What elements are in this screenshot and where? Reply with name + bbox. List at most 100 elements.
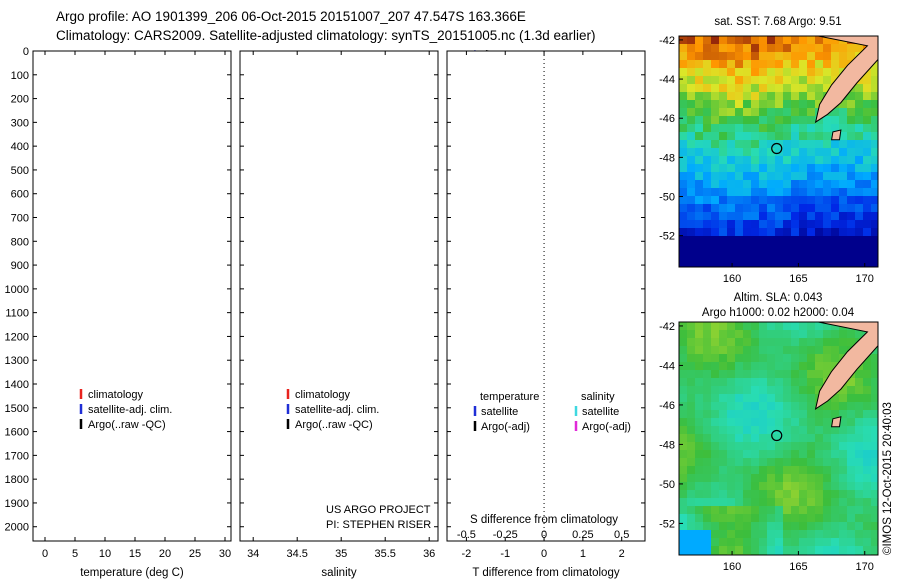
salinity-xtick-label: 35.5 <box>374 548 395 560</box>
sst-map-cell <box>719 164 728 173</box>
sla-map-cell <box>767 442 776 451</box>
sst-map-cell <box>791 156 800 165</box>
sst-map-cell <box>767 244 776 253</box>
sst-map-cell <box>839 188 848 197</box>
sla-map-cell <box>839 546 848 555</box>
sla-map-cell <box>767 482 776 491</box>
figure-title-line-1: Argo profile: AO 1901399_206 06-Oct-2015… <box>56 9 526 24</box>
sst-map-cell <box>815 244 824 253</box>
sla-map-cell <box>711 386 720 395</box>
sst-map-cell <box>807 60 816 69</box>
sst-map-cell <box>791 252 800 261</box>
sst-map-cell <box>687 76 696 85</box>
sla-map-cell <box>703 450 712 459</box>
sla-map-cell <box>775 378 784 387</box>
sst-map-cell <box>807 196 816 205</box>
sst-map-cell <box>855 212 864 221</box>
sla-map-cell <box>735 490 744 499</box>
sst-map-cell <box>679 92 688 101</box>
sst-map-cell <box>719 212 728 221</box>
sla-map-cell <box>871 490 878 499</box>
sla-map-cell <box>815 474 824 483</box>
sla-map-cell <box>703 538 712 547</box>
sla-map-cell <box>735 522 744 531</box>
sla-map-frame <box>678 321 879 556</box>
sla-map-cell <box>751 442 760 451</box>
sst-map-cell <box>815 260 824 267</box>
sst-map-cell <box>855 220 864 229</box>
sst-map-cell <box>855 172 864 181</box>
sla-map-cell <box>823 354 832 363</box>
sla-map-cell <box>839 466 848 475</box>
sla-map-cell <box>783 474 792 483</box>
salinity-xtick-label: 34 <box>247 548 259 560</box>
sst-map-cell <box>839 52 848 61</box>
sla-map-cell <box>799 482 808 491</box>
sst-map-cell <box>839 132 848 141</box>
sst-map-cell <box>831 244 840 253</box>
sst-map-cell <box>735 132 744 141</box>
sst-map-cell <box>815 196 824 205</box>
sst-map-cell <box>783 212 792 221</box>
sla-map-cell <box>847 466 856 475</box>
sla-map-cell <box>679 410 688 419</box>
sla-map-cell <box>759 506 768 515</box>
sst-map-cell <box>743 116 752 125</box>
sst-map-cell <box>695 212 704 221</box>
sla-map-cell <box>727 490 736 499</box>
sla-map-cell <box>831 522 840 531</box>
sla-map-cell <box>815 338 824 347</box>
sla-map-cell <box>807 338 816 347</box>
sst-map-cell <box>871 100 878 109</box>
sst-map-cell <box>743 180 752 189</box>
difference-legend-entry: Argo(-adj) <box>582 421 631 433</box>
sla-map-cell <box>743 338 752 347</box>
difference-xtick-label: -1 <box>500 548 510 560</box>
sla-map-cell <box>695 434 704 443</box>
sst-map-cell <box>815 252 824 261</box>
sla-map-cell <box>831 482 840 491</box>
sla-map-cell <box>703 386 712 395</box>
sst-map-cell <box>735 244 744 253</box>
sla-map-cell <box>743 450 752 459</box>
sst-map-cell <box>847 140 856 149</box>
sla-map-cell <box>839 514 848 523</box>
sst-map-cell <box>743 148 752 157</box>
sla-map-cell <box>767 402 776 411</box>
sst-map-cell <box>767 228 776 237</box>
sst-map-cell <box>839 116 848 125</box>
sst-map-cell <box>831 260 840 267</box>
sst-map-cell <box>727 124 736 133</box>
sst-map-cell <box>767 212 776 221</box>
sst-map-cell <box>791 52 800 61</box>
sst-map-cell <box>823 148 832 157</box>
difference-xtick-label: 0 <box>541 548 547 560</box>
sst-map-cell <box>775 44 784 53</box>
sla-map-cell <box>791 490 800 499</box>
sst-map-cell <box>775 164 784 173</box>
sla-map-cell <box>855 330 864 339</box>
sla-map-cell <box>791 378 800 387</box>
sla-map-cell <box>855 378 864 387</box>
sst-map-cell <box>847 52 856 61</box>
sla-map-cell <box>807 498 816 507</box>
sla-map-cell <box>791 450 800 459</box>
sla-map-cell <box>847 450 856 459</box>
sla-map-cell <box>695 354 704 363</box>
sla-map-cell <box>767 418 776 427</box>
sst-map-cell <box>719 220 728 229</box>
sla-map-cell <box>775 506 784 515</box>
sst-map-cell <box>687 244 696 253</box>
sst-map-cell <box>759 196 768 205</box>
sla-map-cell <box>847 442 856 451</box>
sla-map-cell <box>871 378 878 387</box>
sst-map-cell <box>759 132 768 141</box>
sla-map-cell <box>735 394 744 403</box>
sst-map-cell <box>799 84 808 93</box>
sst-map-cell <box>847 44 856 53</box>
sst-map-cell <box>679 100 688 109</box>
sla-map-cell <box>679 394 688 403</box>
sla-map-cell <box>727 458 736 467</box>
sst-map-cell <box>767 164 776 173</box>
sla-map-cell <box>695 418 704 427</box>
